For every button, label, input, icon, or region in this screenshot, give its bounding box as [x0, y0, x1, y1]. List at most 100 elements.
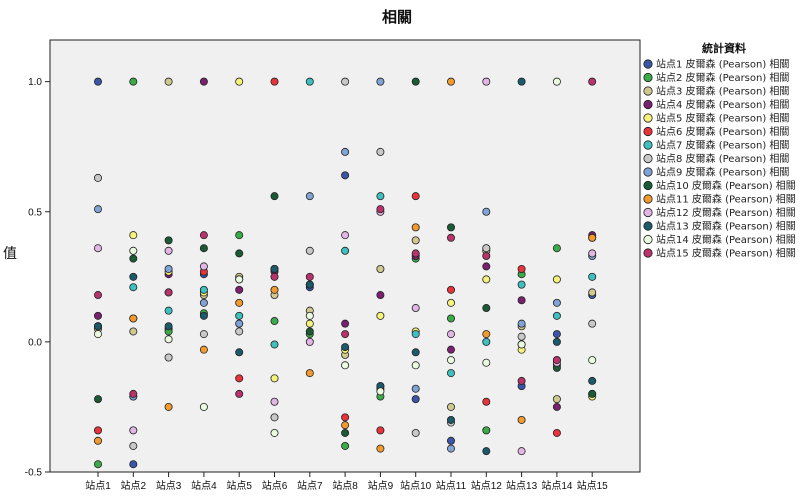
data-point: [129, 283, 138, 292]
data-point: [376, 265, 385, 274]
legend-marker: [643, 194, 653, 204]
data-point: [446, 314, 455, 323]
plot-area: [49, 39, 641, 473]
data-point: [517, 77, 526, 86]
data-point: [552, 356, 561, 365]
data-point: [588, 389, 597, 398]
y-axis: 1.0 0.5 0.0 -0.5: [25, 77, 50, 479]
data-point: [129, 246, 138, 255]
legend-marker: [643, 113, 653, 123]
x-tick-label: 站点6: [262, 479, 288, 492]
data-point: [376, 387, 385, 396]
legend-marker: [643, 99, 653, 110]
data-point: [94, 330, 103, 339]
data-point: [482, 337, 491, 346]
legend-marker: [643, 167, 653, 177]
data-point: [517, 340, 526, 349]
legend-marker: [643, 86, 653, 96]
data-point: [482, 358, 491, 367]
data-point: [482, 262, 491, 271]
data-point: [482, 397, 491, 406]
data-point: [305, 77, 314, 86]
legend-label: 站点2 皮爾森 (Pearson) 相關: [656, 71, 789, 84]
data-point: [411, 77, 420, 86]
data-point: [164, 306, 173, 315]
data-point: [164, 353, 173, 362]
data-point: [588, 319, 597, 328]
data-point: [129, 231, 138, 240]
data-point: [588, 233, 597, 242]
x-tick-label: 站点14: [541, 479, 573, 492]
data-point: [199, 77, 208, 86]
data-point: [94, 322, 103, 331]
data-point: [270, 265, 279, 274]
data-point: [446, 285, 455, 294]
data-point: [552, 395, 561, 404]
data-point: [270, 413, 279, 422]
data-point: [446, 330, 455, 339]
x-tick-label: 站点8: [332, 479, 358, 492]
data-point: [552, 428, 561, 437]
data-point: [341, 413, 350, 422]
data-point: [235, 249, 244, 258]
data-point: [411, 384, 420, 393]
data-point: [446, 444, 455, 453]
legend-label: 站点5 皮爾森 (Pearson) 相關: [656, 112, 789, 125]
data-point: [376, 192, 385, 201]
data-point: [199, 402, 208, 411]
y-tick-label: 1.0: [28, 77, 42, 88]
data-point: [270, 272, 279, 281]
data-point: [270, 374, 279, 383]
data-point: [341, 231, 350, 240]
data-point: [446, 345, 455, 354]
x-tick-label: 站点13: [506, 479, 538, 492]
data-point: [376, 444, 385, 453]
data-point: [235, 77, 244, 86]
data-point: [552, 311, 561, 320]
x-tick-label: 站点11: [436, 479, 467, 492]
data-points: [94, 77, 597, 469]
data-point: [235, 327, 244, 336]
data-point: [411, 348, 420, 357]
legend-label: 站点8 皮爾森 (Pearson) 相關: [656, 152, 789, 165]
data-point: [270, 340, 279, 349]
legend-title: 統計資料: [702, 41, 746, 55]
data-point: [129, 441, 138, 450]
data-point: [341, 343, 350, 352]
data-point: [94, 173, 103, 182]
legend-marker: [643, 207, 653, 218]
data-point: [446, 77, 455, 86]
data-point: [235, 285, 244, 294]
legend-label: 站点6 皮爾森 (Pearson) 相關: [656, 125, 789, 138]
data-point: [199, 262, 208, 271]
data-point: [376, 205, 385, 214]
legend-label: 站点12 皮爾森 (Pearson) 相關: [656, 206, 796, 219]
data-point: [270, 77, 279, 86]
data-point: [341, 147, 350, 156]
legend-marker: [643, 180, 653, 191]
data-point: [588, 356, 597, 365]
data-point: [482, 251, 491, 260]
data-point: [235, 275, 244, 284]
legend-marker: [643, 140, 653, 150]
data-point: [482, 426, 491, 435]
data-point: [552, 275, 561, 284]
data-point: [235, 311, 244, 320]
data-point: [164, 335, 173, 344]
x-tick-label: 站点1: [85, 479, 111, 492]
data-point: [164, 246, 173, 255]
data-point: [482, 304, 491, 313]
data-point: [199, 345, 208, 354]
data-point: [376, 77, 385, 86]
data-point: [482, 77, 491, 86]
data-point: [341, 77, 350, 86]
x-axis: 站点1 站点2 站点3 站点4 站点5 站点6 站点7 站点8 站点9 站点10 站点11 站点12 站…: [85, 472, 608, 492]
legend-marker: [643, 59, 653, 69]
data-point: [164, 322, 173, 331]
y-tick-label: 0.5: [28, 207, 42, 218]
data-point: [517, 265, 526, 274]
data-point: [446, 415, 455, 424]
data-point: [305, 246, 314, 255]
data-point: [129, 460, 138, 469]
legend-label: 站点1 皮爾森 (Pearson) 相關: [656, 58, 789, 71]
